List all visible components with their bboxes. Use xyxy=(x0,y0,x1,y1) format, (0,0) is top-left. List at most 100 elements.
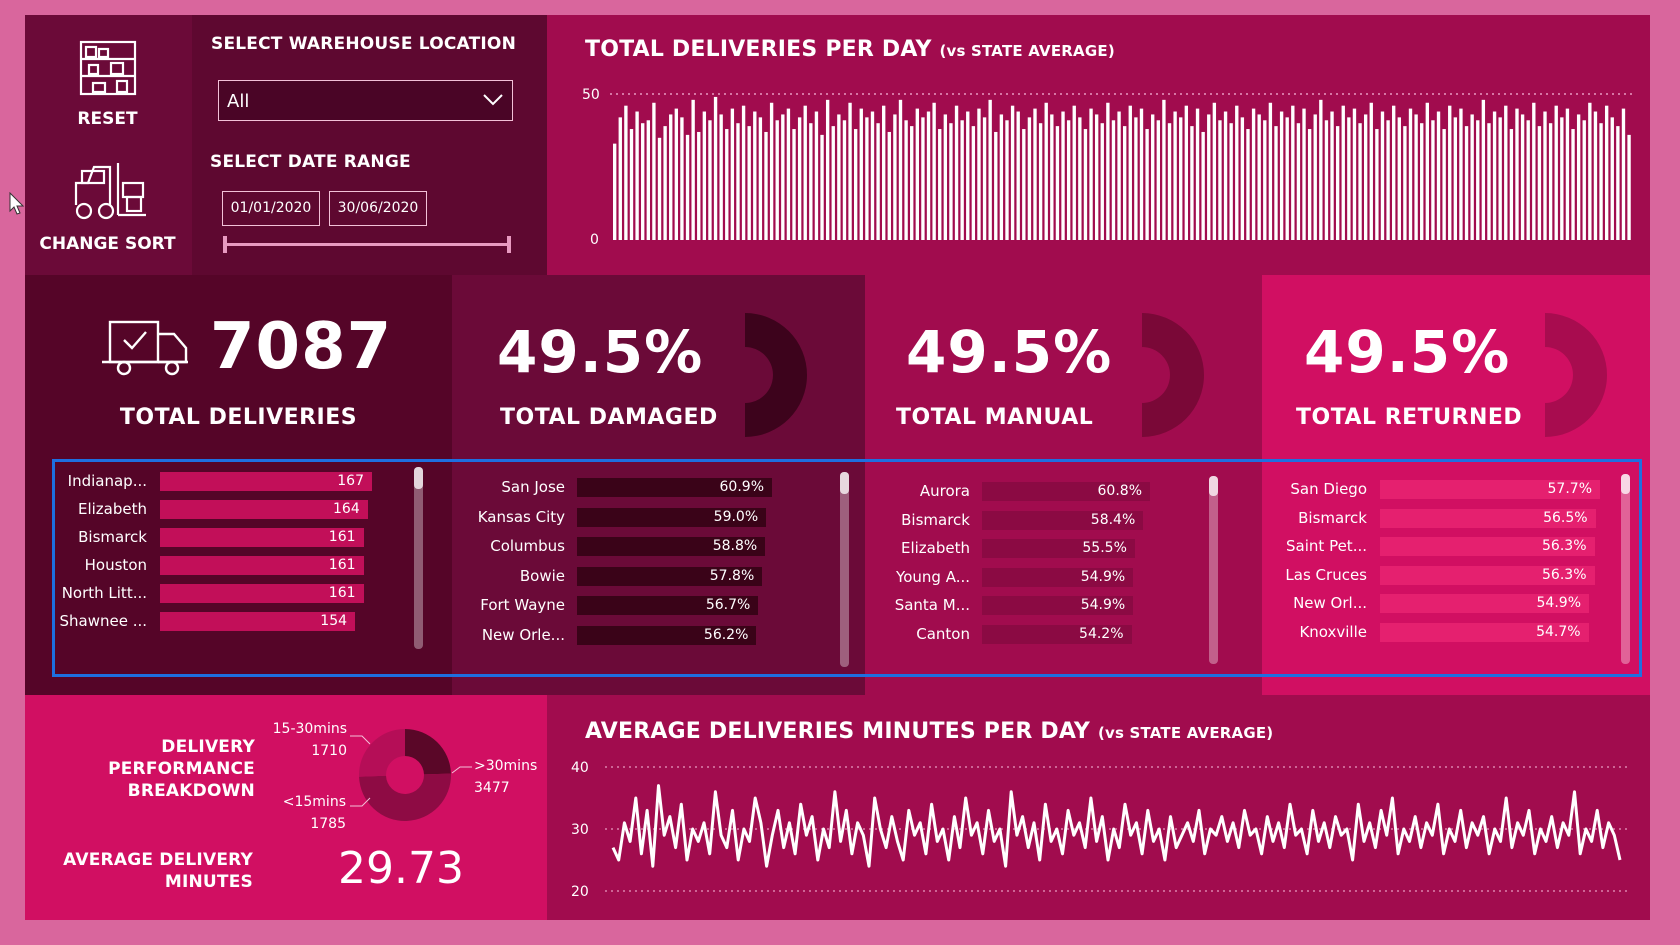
bar-day-18 xyxy=(708,120,712,240)
reset-button[interactable]: RESET xyxy=(40,35,175,135)
bar-day-54 xyxy=(910,126,914,240)
table-row-value: 56.2% xyxy=(703,626,749,643)
bar-day-161 xyxy=(1509,129,1514,240)
bar-day-35 xyxy=(803,105,807,241)
warehouse-select[interactable]: All xyxy=(218,80,513,121)
bar-day-168 xyxy=(1548,123,1553,240)
table-row-bar xyxy=(982,567,1134,587)
bar-day-86 xyxy=(1089,108,1093,240)
date-slider-end-handle[interactable] xyxy=(507,236,511,253)
table-row-label: Shawnee ... xyxy=(59,612,147,630)
bar-day-83 xyxy=(1072,105,1076,241)
bar-day-95 xyxy=(1139,108,1144,240)
damaged-scroll-thumb[interactable] xyxy=(840,472,849,494)
bar-day-117 xyxy=(1263,120,1267,240)
bar-day-13 xyxy=(680,117,684,240)
table-row-value: 167 xyxy=(337,473,364,489)
bar-day-113 xyxy=(1240,117,1245,240)
bar-day-60 xyxy=(943,114,948,240)
returned-table: San Diego 57.7% Bismarck 56.5% Saint Pet... 5… xyxy=(1265,478,1645,678)
bar-day-139 xyxy=(1386,120,1390,240)
table-row-bar xyxy=(160,556,364,575)
bar-day-68 xyxy=(988,99,992,240)
bar-day-156 xyxy=(1481,99,1486,240)
bar-day-9 xyxy=(657,137,662,240)
returned-scroll-thumb[interactable] xyxy=(1621,474,1630,494)
manual-scrollbar[interactable] xyxy=(1209,476,1218,664)
table-row-value: 161 xyxy=(328,585,356,601)
date-end-input[interactable]: 30/06/2020 xyxy=(329,191,427,226)
bar-day-145 xyxy=(1420,123,1424,240)
table-row-label: Canton xyxy=(916,624,970,643)
bar-day-96 xyxy=(1145,129,1149,240)
bar-day-114 xyxy=(1246,129,1250,240)
change-sort-button[interactable]: CHANGE SORT xyxy=(30,155,185,255)
donut-label-15-30-value: 1710 xyxy=(311,743,347,759)
bar-day-24 xyxy=(741,105,746,241)
bar-day-160 xyxy=(1504,105,1508,241)
bar-day-14 xyxy=(685,134,690,240)
date-start-input[interactable]: 01/01/2020 xyxy=(222,191,320,226)
bar-day-109 xyxy=(1218,120,1222,240)
bar-day-25 xyxy=(747,126,751,240)
table-row-label: Santa M... xyxy=(894,596,970,614)
minutes-series-line xyxy=(611,784,1622,868)
minutes-chart-title-sub: (vs STATE AVERAGE) xyxy=(1097,724,1274,742)
donut-label-under15: <15mins 1785 xyxy=(268,791,346,835)
table-row-value: 57.8% xyxy=(709,567,755,584)
chevron-down-icon xyxy=(482,92,504,112)
bar-day-98 xyxy=(1156,120,1160,240)
table-row-label: Bowie xyxy=(519,566,565,585)
table-row-label: Kansas City xyxy=(477,507,565,526)
bar-day-179 xyxy=(1610,117,1614,240)
table-row-label: Columbus xyxy=(490,537,565,555)
donut-label-15-30-name: 15-30mins xyxy=(272,721,347,737)
bar-day-177 xyxy=(1599,123,1603,240)
deliveries-scrollbar[interactable] xyxy=(414,467,423,649)
returned-scrollbar[interactable] xyxy=(1621,474,1630,664)
avg-delivery-title: AVERAGE DELIVERY MINUTES xyxy=(40,849,253,893)
bar-day-167 xyxy=(1543,111,1547,240)
forklift-icon xyxy=(68,157,150,223)
bar-day-48 xyxy=(876,123,880,240)
y-tick-30: 30 xyxy=(571,822,589,838)
bar-day-61 xyxy=(949,123,953,240)
bar-day-77 xyxy=(1038,123,1043,240)
manual-scroll-thumb[interactable] xyxy=(1209,476,1218,496)
table-row-value: 161 xyxy=(328,557,356,573)
bar-day-7 xyxy=(646,120,650,240)
total-damaged-value: 49.5% xyxy=(497,318,704,386)
table-row-label: North Litt... xyxy=(61,584,147,602)
bar-day-132 xyxy=(1347,117,1351,240)
damaged-table: San Jose 60.9% Kansas City 59.0% Columbus 58.… xyxy=(460,476,860,676)
table-row-bar xyxy=(160,612,356,631)
table-row-bar xyxy=(160,500,368,519)
bar-day-170 xyxy=(1560,117,1564,240)
deliveries-scroll-thumb[interactable] xyxy=(414,467,423,489)
bar-day-137 xyxy=(1375,129,1379,240)
damaged-scrollbar[interactable] xyxy=(840,472,849,667)
bar-day-148 xyxy=(1436,111,1441,240)
minutes-chart-title-main: AVERAGE DELIVERIES MINUTES PER DAY xyxy=(585,719,1091,744)
bar-day-118 xyxy=(1268,102,1273,240)
bar-day-38 xyxy=(820,134,824,240)
table-row-label: Bismarck xyxy=(901,510,970,529)
manual-gauge xyxy=(1142,313,1204,437)
table-row-label: Bismarck xyxy=(78,528,147,546)
bar-day-82 xyxy=(1066,120,1071,240)
table-row-value: 56.3% xyxy=(1542,566,1587,583)
bar-day-182 xyxy=(1627,134,1631,240)
selection-highlight xyxy=(52,459,1642,677)
bar-day-76 xyxy=(1033,108,1037,240)
bar-day-20 xyxy=(719,114,723,240)
returned-gauge xyxy=(1545,313,1607,437)
bar-day-69 xyxy=(994,131,998,240)
bar-day-138 xyxy=(1380,111,1385,240)
bar-day-126 xyxy=(1313,114,1317,240)
bar-day-171 xyxy=(1565,108,1570,240)
bar-day-164 xyxy=(1526,120,1530,240)
table-row-value: 57.7% xyxy=(1547,481,1592,497)
bar-day-85 xyxy=(1083,129,1088,240)
date-range-slider[interactable] xyxy=(223,235,511,255)
date-slider-start-handle[interactable] xyxy=(223,236,227,253)
